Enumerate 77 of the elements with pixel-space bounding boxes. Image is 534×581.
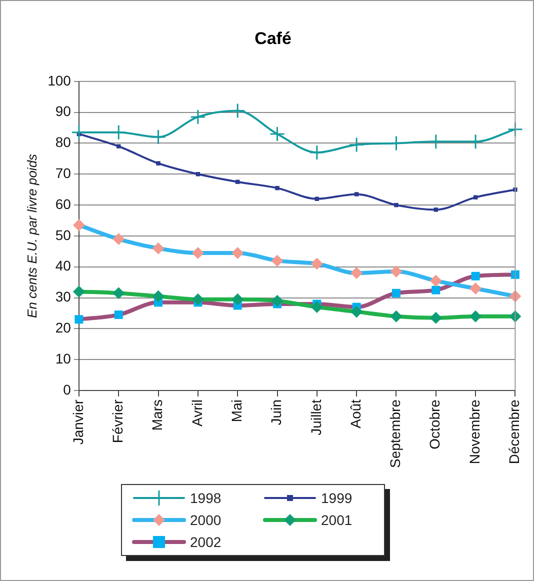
point: [468, 134, 484, 150]
point: [470, 310, 482, 322]
point: [110, 124, 126, 140]
point: [150, 129, 166, 145]
point: [74, 315, 84, 324]
x-tick-label: Mars: [149, 400, 166, 431]
point: [270, 126, 285, 142]
legend-label: 2001: [321, 512, 352, 528]
legend-label: 2000: [190, 512, 222, 528]
x-tick-label: Août: [347, 399, 364, 428]
point: [152, 290, 164, 302]
x-tick-label: Avril: [188, 400, 205, 426]
legend-label: 2002: [190, 534, 222, 550]
legend-label: 1998: [190, 490, 222, 506]
point: [271, 294, 284, 307]
point: [390, 310, 402, 322]
point: [430, 274, 442, 287]
point: [428, 134, 444, 150]
y-tick-label: 30: [55, 288, 72, 305]
point: [310, 258, 323, 270]
point: [232, 293, 244, 306]
y-tick-label: 20: [55, 320, 72, 336]
y-tick-label: 0: [63, 381, 72, 398]
point: [430, 312, 442, 324]
point: [116, 144, 121, 148]
x-tick-label: Septembre: [387, 399, 404, 468]
x-tick-label: Octobre: [426, 399, 443, 450]
y-tick-label: 100: [48, 72, 72, 88]
point: [71, 124, 87, 140]
point: [112, 233, 125, 246]
point: [394, 202, 398, 208]
point: [473, 195, 478, 200]
x-tick-label: Juin: [268, 400, 284, 426]
point: [350, 267, 363, 280]
point: [348, 137, 364, 153]
point: [390, 266, 402, 278]
point: [471, 272, 480, 280]
point: [114, 310, 123, 320]
point: [112, 287, 125, 300]
y-tick-label: 50: [55, 226, 72, 243]
y-tick-label: 60: [55, 196, 72, 212]
x-tick-label: Mai: [228, 400, 244, 422]
point: [190, 109, 206, 125]
point: [192, 293, 204, 306]
y-tick-label: 70: [55, 164, 72, 181]
x-tick-label: Juillet: [308, 399, 324, 436]
point: [232, 246, 244, 259]
point: [309, 144, 325, 160]
point: [196, 172, 200, 176]
point: [310, 301, 323, 314]
point: [192, 246, 204, 259]
point: [432, 286, 440, 294]
point: [152, 242, 164, 254]
point: [275, 186, 280, 190]
y-tick-label: 80: [55, 134, 72, 150]
point: [156, 161, 160, 166]
point: [72, 286, 85, 298]
x-tick-label: Décembre: [506, 399, 522, 464]
point: [354, 192, 359, 196]
y-tick-label: 10: [55, 350, 72, 366]
point: [392, 288, 400, 298]
x-tick-label: Février: [109, 399, 126, 444]
x-tick-label: Janvier: [70, 399, 86, 445]
y-axis-title: En cents E.U. par livre poids: [24, 153, 40, 318]
point: [235, 180, 240, 184]
point: [271, 254, 284, 267]
point: [350, 306, 363, 318]
point: [72, 219, 85, 232]
y-tick-label: 90: [55, 103, 72, 120]
legend-label: 1999: [321, 490, 352, 506]
chart-title: Café: [254, 28, 292, 48]
point: [470, 282, 482, 295]
point: [507, 122, 523, 138]
x-tick-label: Novembre: [466, 399, 482, 464]
point: [434, 208, 438, 212]
point: [314, 196, 320, 201]
y-tick-label: 40: [55, 258, 72, 274]
